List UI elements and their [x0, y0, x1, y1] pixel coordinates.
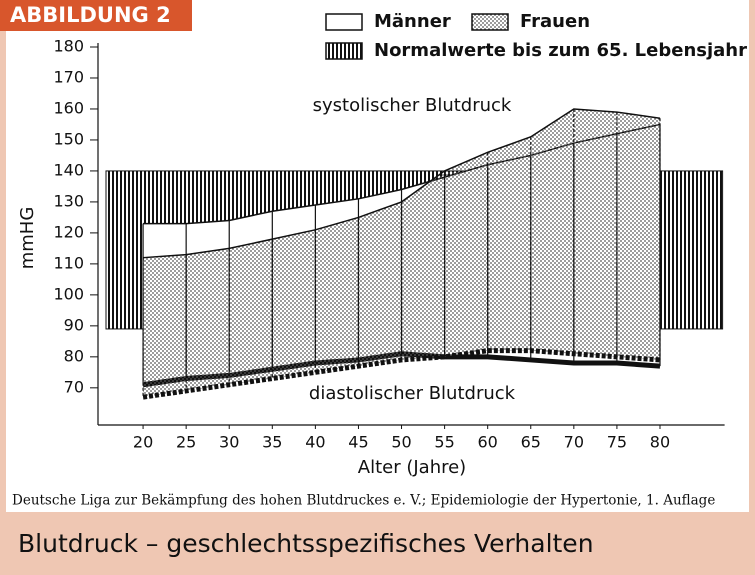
y-tick-label: 150: [53, 129, 84, 148]
x-tick-label: 20: [133, 433, 153, 452]
x-tick-label: 80: [650, 433, 670, 452]
legend-swatch: [471, 13, 509, 31]
x-tick-label: 25: [176, 433, 196, 452]
y-axis-label: mmHG: [17, 207, 38, 270]
legend-label: Frauen: [520, 11, 590, 32]
footer-title: Blutdruck – geschlechtsspezifisches Verh…: [18, 529, 594, 558]
legend-label: Normalwerte bis zum 65. Lebensjahr: [374, 40, 747, 61]
y-tick-label: 140: [53, 160, 84, 179]
annotation: diastolischer Blutdruck: [309, 383, 516, 404]
y-tick-label: 120: [53, 222, 84, 241]
y-tick-label: 90: [64, 315, 84, 334]
annotation: systolischer Blutdruck: [313, 95, 512, 116]
source: Deutsche Liga zur Bekämpfung des hohen B…: [12, 493, 715, 509]
diastolic-line: [142, 348, 661, 400]
y-tick-label: 130: [53, 191, 84, 210]
badge-label: ABBILDUNG 2: [10, 3, 171, 27]
x-tick-label: 55: [434, 433, 454, 452]
x-tick-label: 60: [478, 433, 498, 452]
y-tick-label: 180: [53, 37, 84, 56]
x-tick-label: 45: [348, 433, 368, 452]
y-tick-label: 110: [53, 253, 84, 272]
x-tick-label: 75: [607, 433, 627, 452]
legend: Männer Frauen Normalwerte bis zum 65. Lebe…: [325, 11, 747, 61]
x-tick-label: 40: [305, 433, 325, 452]
legend-label: Männer: [374, 11, 451, 32]
y-tick-label: 100: [53, 284, 84, 303]
x-tick-label: 35: [262, 433, 282, 452]
y-tick-label: 160: [53, 98, 84, 117]
y-tick-label: 70: [64, 377, 84, 396]
x-tick-label: 30: [219, 433, 239, 452]
plot: 70 80 90 100 110 120 130 140 150 160 170 180 20 25 30 3…: [53, 37, 725, 452]
x-tick-label: 50: [391, 433, 411, 452]
y-tick-label: 80: [64, 346, 84, 365]
legend-swatch: [325, 13, 363, 31]
y-tick-label: 170: [53, 67, 84, 86]
systolic-line: [143, 108, 661, 259]
x-tick-label: 65: [521, 433, 541, 452]
legend-swatch: [325, 42, 363, 60]
x-tick-label: 70: [564, 433, 584, 452]
badge: [0, 0, 192, 31]
x-axis-label: Alter (Jahre): [358, 457, 466, 478]
